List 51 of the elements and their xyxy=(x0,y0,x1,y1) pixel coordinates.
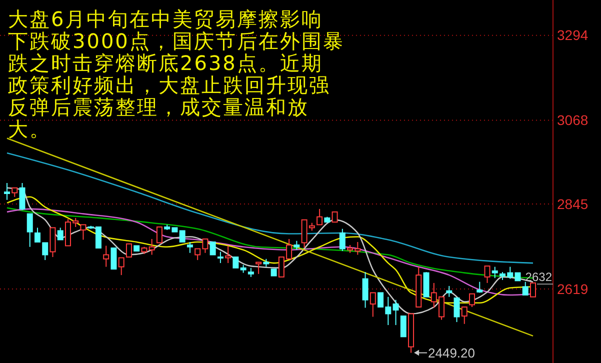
candlestick xyxy=(400,316,406,338)
candlestick xyxy=(332,211,338,223)
candlestick xyxy=(392,299,399,326)
candlestick xyxy=(80,224,86,240)
candlestick xyxy=(248,267,254,278)
candlestick xyxy=(156,226,162,244)
candlestick xyxy=(148,238,155,256)
candlestick xyxy=(12,187,18,198)
candlestick xyxy=(256,261,262,274)
candlestick xyxy=(217,251,224,264)
candlestick xyxy=(294,240,300,250)
candlestick xyxy=(210,242,216,256)
candlestick xyxy=(118,257,124,276)
candlestick xyxy=(126,243,132,258)
candlestick xyxy=(454,297,460,323)
candlestick xyxy=(446,285,452,298)
candlestick xyxy=(530,282,536,298)
candlestick xyxy=(316,208,323,226)
y-tick-label: 2845 xyxy=(557,196,588,212)
y-tick-label: 3294 xyxy=(557,27,588,44)
annotation: 反弹后震荡整理，成交量温和放 xyxy=(8,95,309,119)
line-series xyxy=(6,152,534,264)
annotation: 下跌破3000点，国庆节后在外围暴 xyxy=(8,29,344,53)
candlestick xyxy=(339,228,346,252)
candlestick xyxy=(370,292,376,318)
candlestick xyxy=(225,245,232,264)
annotation: 2449.20 xyxy=(428,345,476,360)
candlestick xyxy=(469,293,476,308)
annotation: 跌之时击穿熔断底2638点。近期 xyxy=(8,51,323,75)
candlestick xyxy=(42,242,48,261)
y-tick-label: 2619 xyxy=(557,280,588,297)
candlestick xyxy=(34,227,40,242)
candlestick xyxy=(26,213,33,248)
candlestick xyxy=(103,245,110,268)
candlestick xyxy=(232,256,239,268)
candlestick xyxy=(492,266,498,279)
candlestick xyxy=(186,242,193,254)
annotation: 大盘6月中旬在中美贸易摩擦影响 xyxy=(8,7,324,31)
candlestick xyxy=(57,227,64,240)
candlestick xyxy=(179,230,186,242)
ref-line-label: 2632 xyxy=(525,270,552,284)
candlestick xyxy=(461,306,468,324)
candlestick xyxy=(110,248,117,270)
annotation: 大。 xyxy=(8,117,51,141)
candlestick xyxy=(4,182,10,200)
annotation: 政策利好频出，大盘止跌回升现强 xyxy=(8,73,330,97)
candlestick xyxy=(484,266,490,284)
y-tick-label: 3068 xyxy=(557,112,588,128)
candlestick xyxy=(362,272,368,308)
candlestick xyxy=(522,281,528,296)
candlestick xyxy=(19,182,26,211)
